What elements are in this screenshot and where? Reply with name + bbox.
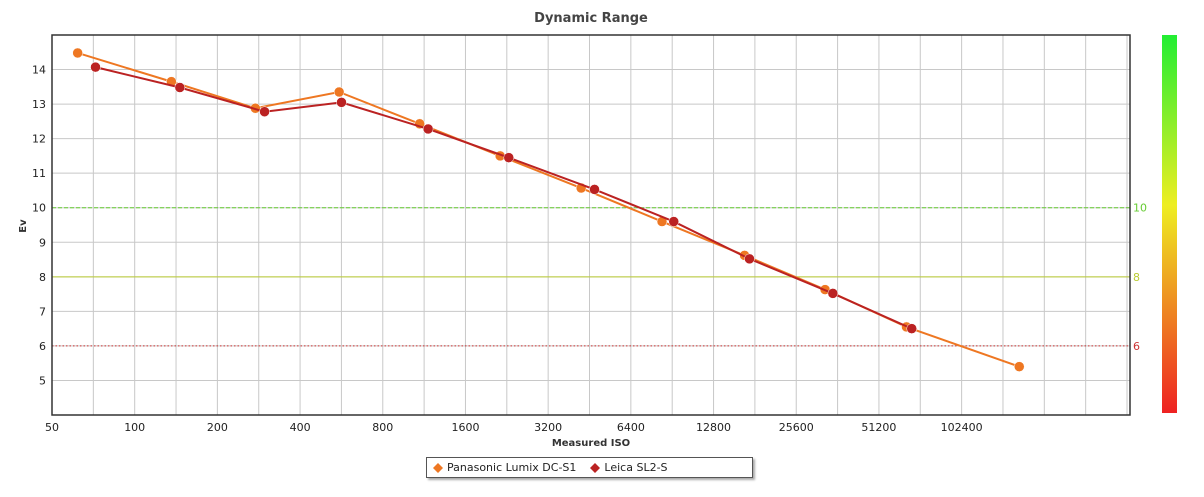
data-point: [906, 323, 917, 334]
y-tick-label: 13: [32, 98, 46, 111]
x-tick-label: 200: [207, 421, 228, 434]
series-group: [72, 47, 1025, 372]
data-point: [503, 152, 515, 163]
chart-title: Dynamic Range: [534, 11, 648, 26]
legend-item-leica[interactable]: Leica SL2-S: [590, 461, 668, 474]
data-point: [589, 184, 600, 195]
x-tick-label: 6400: [617, 421, 645, 434]
x-axis-label: Measured ISO: [552, 438, 630, 449]
data-point: [1014, 361, 1025, 372]
data-point: [744, 253, 755, 265]
grid: [51, 35, 1130, 415]
x-tick-label: 50: [45, 421, 59, 434]
data-point: [827, 288, 839, 299]
x-tick-label: 1600: [451, 421, 479, 434]
diamond-marker-icon: [433, 462, 443, 473]
y-tick-label: 9: [39, 236, 46, 249]
data-point: [259, 106, 270, 117]
reference-line-label: 6: [1133, 340, 1140, 353]
data-point: [90, 61, 101, 73]
reference-line-label: 8: [1133, 271, 1140, 284]
y-tick-label: 14: [32, 64, 46, 77]
legend-label-leica: Leica SL2-S: [604, 461, 668, 474]
y-axis-label: Ev: [18, 219, 29, 233]
data-point: [668, 216, 680, 227]
y-tick-label: 7: [39, 305, 46, 318]
reference-line-label: 10: [1133, 202, 1147, 215]
plot-frame: [51, 34, 1131, 416]
legend-label-panasonic: Panasonic Lumix DC-S1: [447, 461, 577, 474]
legend: Panasonic Lumix DC-S1 Leica SL2-S: [426, 457, 753, 478]
y-tick-labels: 5 6 7 8 9 10 11 12 13 14: [32, 64, 46, 388]
data-point: [333, 86, 345, 98]
series-line: [95, 66, 913, 330]
x-tick-label: 3200: [534, 421, 562, 434]
dynamic-range-gradient-bar: [1162, 35, 1177, 413]
y-tick-label: 8: [39, 271, 46, 284]
x-tick-label: 51200: [861, 421, 896, 434]
x-tick-label: 800: [372, 421, 393, 434]
data-point: [336, 97, 347, 108]
data-point: [422, 123, 434, 135]
x-tick-label: 25600: [779, 421, 814, 434]
x-tick-labels: 50 100 200 400 800 1600 3200 6400 12800 25600 5120…: [45, 421, 983, 434]
reference-lines: 10 8 6: [52, 202, 1147, 353]
data-point: [174, 82, 186, 93]
y-tick-label: 11: [32, 167, 46, 180]
y-tick-label: 6: [39, 340, 46, 353]
y-tick-label: 5: [39, 374, 46, 387]
legend-item-panasonic[interactable]: Panasonic Lumix DC-S1: [433, 461, 576, 474]
y-tick-label: 10: [32, 202, 46, 215]
x-tick-label: 12800: [696, 421, 731, 434]
x-tick-label: 102400: [941, 421, 983, 434]
data-point: [72, 47, 83, 59]
diamond-marker-icon: [590, 462, 601, 473]
x-tick-label: 400: [290, 421, 311, 434]
y-tick-label: 12: [32, 133, 46, 146]
x-tick-label: 100: [124, 421, 145, 434]
